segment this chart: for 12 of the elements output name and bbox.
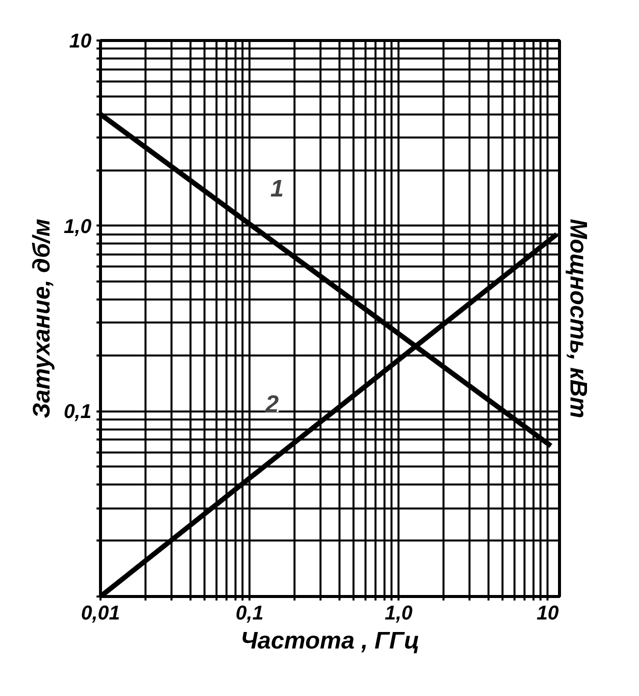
annotation: 2 xyxy=(264,391,280,418)
y-tick-label: 10 xyxy=(69,30,92,52)
x-tick-label: 0,1 xyxy=(236,602,264,624)
x-tick-label: 10 xyxy=(536,602,559,624)
x-tick-label: 0,01 xyxy=(81,602,120,624)
x-tick-label: 1,0 xyxy=(384,602,413,624)
annotation: 1 xyxy=(270,175,284,202)
x-axis-title: Частота , ГГц xyxy=(240,628,420,654)
y-axis-title: Затухание, дб/м xyxy=(28,218,56,418)
y2-axis-title: Мощность, кВт xyxy=(564,218,592,418)
y-tick-label: 1,0 xyxy=(64,216,92,238)
y-tick-label: 0,1 xyxy=(64,401,92,424)
